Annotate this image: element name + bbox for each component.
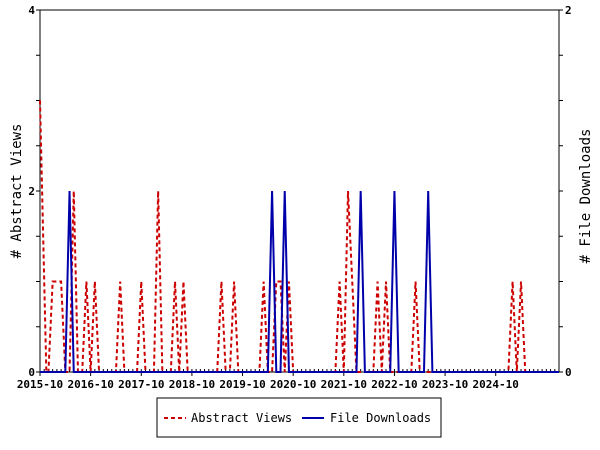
series-layer	[39, 100, 559, 373]
y-right-tick-label: 0	[565, 366, 572, 379]
x-tick-label: 2019-10	[219, 378, 265, 391]
legend: Abstract Views File Downloads	[156, 397, 442, 438]
y-axis-left-title: # Abstract Views	[9, 124, 25, 259]
x-tick-label: 2023-10	[422, 378, 468, 391]
y-right-tick-label: 2	[565, 4, 572, 17]
series-line-file-downloads	[40, 190, 559, 373]
x-tick-label: 2018-10	[169, 378, 215, 391]
x-tick-label: 2022-10	[371, 378, 417, 391]
y-left-tick-label: 0	[28, 366, 35, 379]
x-tick-label: 2021-10	[321, 378, 367, 391]
tick-labels: 2015-10 2016-10 2017-10 2018-10 2019-10 2020-…	[17, 4, 572, 391]
legend-label-file-downloads: File Downloads	[330, 411, 431, 425]
x-tick-label: 2024-10	[473, 378, 519, 391]
x-tick-label: 2015-10	[17, 378, 63, 391]
y-left-tick-label: 4	[28, 4, 35, 17]
legend-box	[156, 397, 442, 438]
y-axis-right-title: # File Downloads	[578, 129, 594, 264]
x-tick-label: 2020-10	[270, 378, 316, 391]
y-left-tick-label: 2	[28, 185, 35, 198]
legend-label-abstract-views: Abstract Views	[191, 411, 292, 425]
plot-area	[39, 9, 560, 373]
x-tick-label: 2016-10	[67, 378, 113, 391]
x-tick-label: 2017-10	[118, 378, 164, 391]
